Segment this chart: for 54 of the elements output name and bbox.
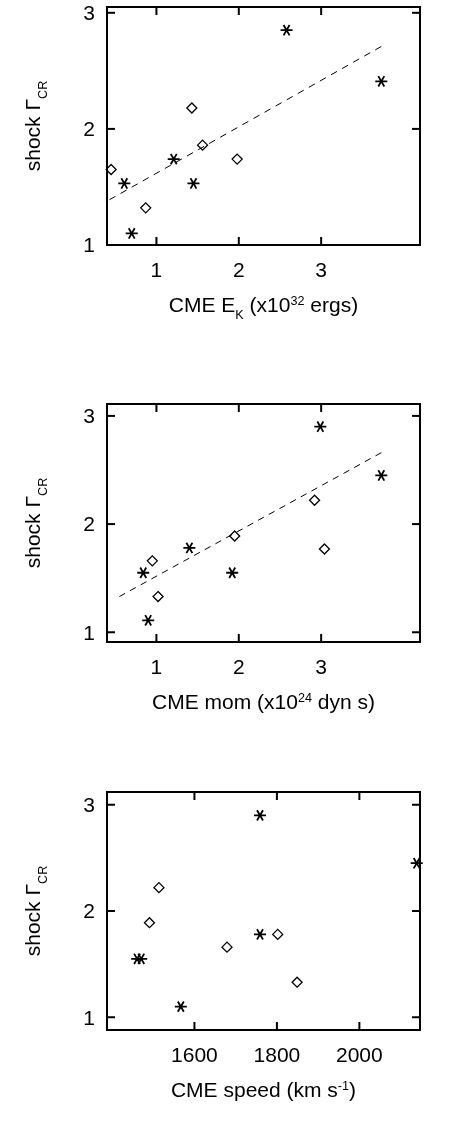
point — [173, 1000, 188, 1013]
point — [279, 24, 294, 37]
point — [318, 543, 331, 555]
point — [186, 102, 198, 114]
y-tick-label: 3 — [83, 404, 95, 428]
y-tick-label: 3 — [83, 1, 95, 25]
x-axis-title: CME E$_{K}$ (x10$^{32}$ ergs) — [168, 293, 359, 322]
y-tick-label: 1 — [83, 1005, 95, 1029]
y-tick-label: 2 — [83, 117, 95, 141]
y-tick-label: 3 — [83, 793, 95, 817]
point — [130, 952, 144, 965]
point — [308, 494, 321, 506]
point — [221, 941, 233, 953]
point — [229, 530, 241, 542]
point — [141, 614, 156, 627]
x-tick-label: 1600 — [171, 1043, 218, 1066]
point — [313, 420, 328, 433]
y-tick-label: 1 — [83, 620, 95, 644]
point — [253, 809, 267, 822]
x-tick-label: 3 — [315, 258, 327, 281]
point — [152, 590, 164, 603]
point — [136, 566, 151, 579]
x-axis-title: CME speed (km s$^{-1}$) — [170, 1078, 357, 1101]
point — [225, 566, 240, 579]
point — [182, 541, 197, 554]
point — [134, 952, 149, 965]
point — [196, 139, 209, 151]
x-tick-label: 3 — [315, 655, 327, 678]
y-tick-label: 1 — [83, 233, 95, 257]
point — [153, 881, 165, 894]
x-tick-label: 1800 — [253, 1043, 301, 1066]
point — [272, 928, 284, 941]
x-tick-label: 2 — [232, 258, 245, 281]
x-axis-title: CME mom (x10$^{24}$ dyn s) — [152, 690, 375, 713]
point — [143, 917, 156, 929]
x-tick-label: 1 — [150, 258, 163, 281]
x-tick-label: 1 — [150, 655, 163, 678]
y-tick-label: 2 — [83, 899, 95, 923]
point — [374, 469, 389, 482]
point — [117, 177, 132, 190]
point — [146, 555, 158, 567]
point — [140, 202, 152, 214]
point — [374, 75, 389, 88]
point — [186, 177, 201, 190]
y-tick-label: 2 — [83, 512, 95, 536]
point — [409, 857, 424, 870]
x-tick-label: 2000 — [336, 1043, 383, 1066]
x-tick-label: 2 — [232, 655, 245, 678]
point — [166, 152, 181, 166]
point — [291, 976, 303, 988]
point — [105, 163, 117, 176]
point — [253, 928, 267, 941]
point — [124, 227, 139, 240]
point — [231, 153, 243, 165]
